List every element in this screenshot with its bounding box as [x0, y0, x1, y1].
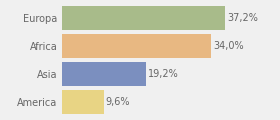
Bar — [62, 90, 104, 114]
Text: 34,0%: 34,0% — [213, 41, 244, 51]
Bar — [62, 62, 146, 86]
Text: 37,2%: 37,2% — [227, 13, 258, 23]
Bar — [62, 6, 225, 30]
Bar — [62, 34, 211, 58]
Text: 19,2%: 19,2% — [148, 69, 179, 79]
Text: 9,6%: 9,6% — [106, 97, 130, 107]
